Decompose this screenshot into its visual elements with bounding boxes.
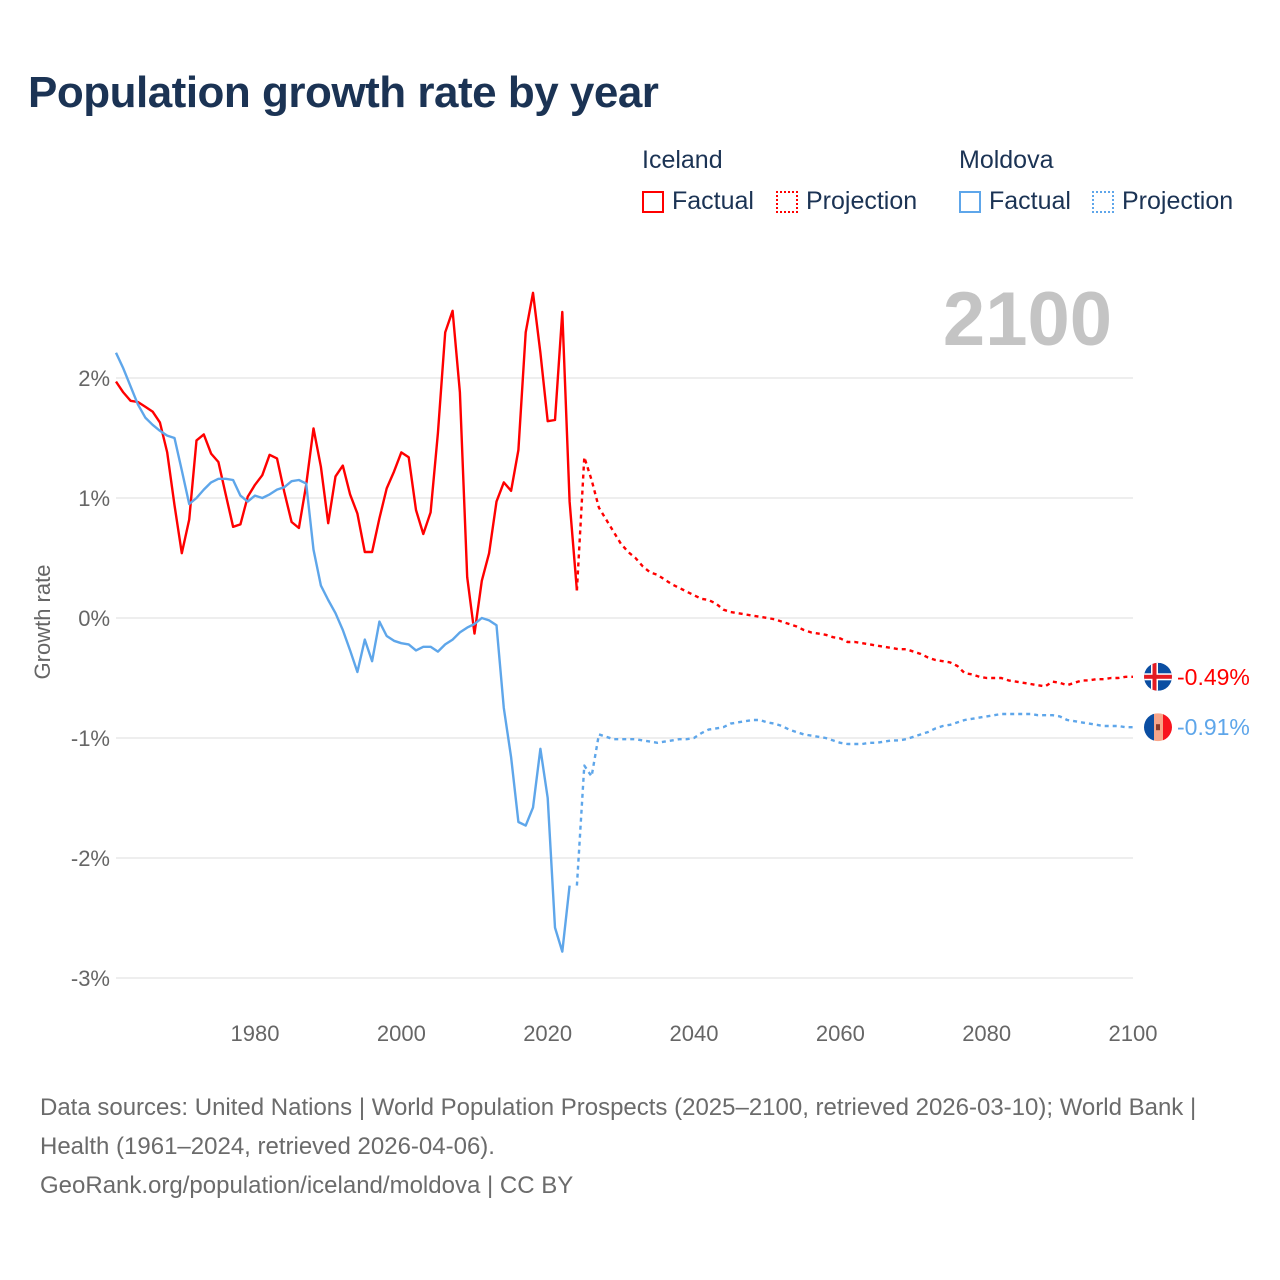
legend-iceland-projection[interactable]: Projection	[776, 187, 917, 216]
y-tick-label: -1%	[71, 726, 110, 751]
legend-iceland-factual[interactable]: Factual	[642, 187, 754, 216]
x-tick-label: 2100	[1109, 1021, 1158, 1046]
y-tick-label: 0%	[78, 606, 110, 631]
legend-label: Factual	[672, 187, 754, 215]
legend-moldova-projection[interactable]: Projection	[1092, 187, 1233, 216]
y-tick-label: 1%	[78, 486, 110, 511]
solid-swatch-icon	[959, 190, 981, 213]
footer: Data sources: United Nations | World Pop…	[40, 1088, 1240, 1205]
chart-title: Population growth rate by year	[28, 68, 659, 117]
y-axis-label: Growth rate	[30, 565, 55, 680]
flag-iceland-icon	[1144, 662, 1172, 691]
series-line-iceland-projection	[575, 456, 1133, 688]
dotted-swatch-icon	[1092, 190, 1114, 213]
x-tick-label: 2000	[377, 1021, 426, 1046]
end-value-label: -0.49%	[1177, 664, 1250, 690]
series-line-moldova-projection	[575, 712, 1133, 886]
series-line-iceland-factual	[115, 291, 579, 635]
legend-label: Factual	[989, 187, 1071, 215]
dotted-swatch-icon	[776, 190, 798, 213]
data-sources: Data sources: United Nations | World Pop…	[40, 1094, 1197, 1160]
y-tick-label: -3%	[71, 966, 110, 991]
attribution-link[interactable]: GeoRank.org/population/iceland/moldova |…	[40, 1172, 574, 1199]
legend-label: Projection	[1122, 187, 1234, 215]
legend-label: Projection	[806, 187, 918, 215]
legend-group-moldova: Moldova	[959, 146, 1054, 174]
y-tick-label: 2%	[78, 366, 110, 391]
flag-moldova-icon	[1144, 713, 1172, 742]
solid-swatch-icon	[642, 190, 664, 213]
legend-group-iceland: Iceland	[642, 146, 723, 174]
x-tick-label: 2040	[670, 1021, 719, 1046]
x-tick-label: 1980	[231, 1021, 280, 1046]
x-tick-label: 2080	[962, 1021, 1011, 1046]
end-value-label: -0.91%	[1177, 714, 1250, 740]
current-year-label: 2100	[942, 277, 1112, 362]
legend-moldova-factual[interactable]: Factual	[959, 187, 1071, 216]
y-tick-label: -2%	[71, 846, 110, 871]
x-tick-label: 2060	[816, 1021, 865, 1046]
series-line-moldova-factual	[114, 352, 571, 953]
x-tick-label: 2020	[523, 1021, 572, 1046]
